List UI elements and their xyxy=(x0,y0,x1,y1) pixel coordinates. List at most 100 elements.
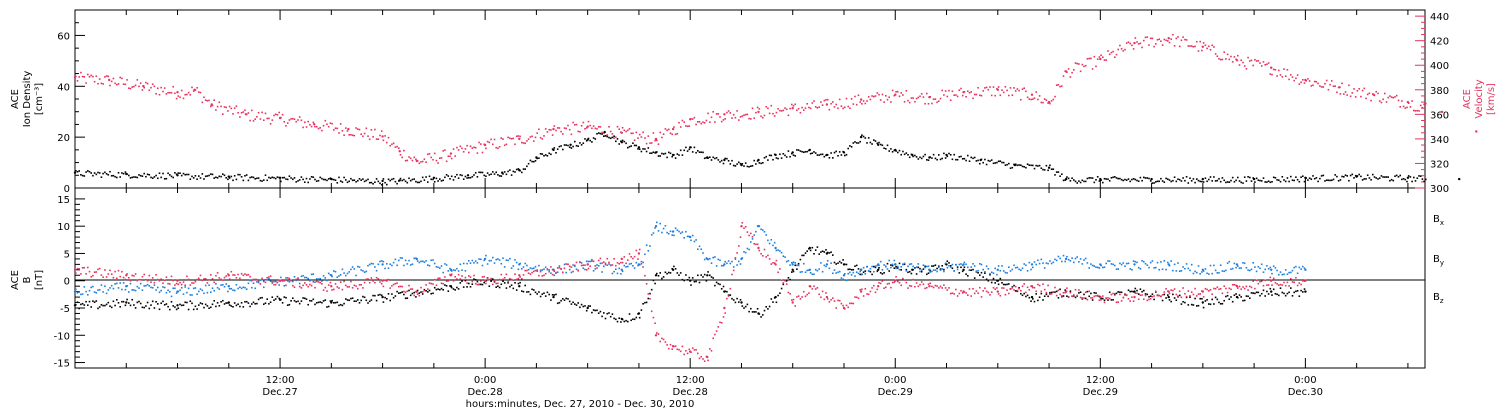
velocity-series-point xyxy=(621,126,624,129)
bx-series-point xyxy=(838,260,841,263)
velocity-series-point xyxy=(336,127,339,130)
velocity-series-point xyxy=(261,111,263,114)
legend-by-sub: y xyxy=(1440,259,1444,267)
density-series-point xyxy=(304,181,306,183)
by-series-point xyxy=(1228,260,1231,263)
bx-series-point xyxy=(428,289,431,292)
density-series-point xyxy=(527,162,530,165)
by-series-point xyxy=(512,265,515,267)
top-left-axis-title: ACE Ion Density [cm⁻³] xyxy=(10,71,45,128)
velocity-series-data-point xyxy=(142,84,145,88)
bz-series-point xyxy=(1291,281,1294,283)
bz-series-point xyxy=(112,276,115,279)
density-series-point xyxy=(840,154,843,156)
density-series-data-point xyxy=(757,158,760,162)
velocity-series-point xyxy=(1226,53,1229,56)
by-series-point xyxy=(211,287,214,289)
bottom-left-tick-label: -10 xyxy=(54,331,70,342)
bz-series-point xyxy=(150,281,152,283)
bx-series-point xyxy=(104,304,106,307)
velocity-series-point xyxy=(447,155,450,157)
bx-series-point xyxy=(256,302,258,305)
velocity-series-point xyxy=(678,121,680,124)
density-series-point xyxy=(1117,177,1119,180)
density-series-point xyxy=(1131,178,1133,181)
velocity-series-point xyxy=(558,127,561,129)
by-series-point xyxy=(192,287,195,290)
bx-series-point xyxy=(674,268,677,270)
bx-series-point xyxy=(1143,289,1145,292)
top-right-title-line-2: Velocity xyxy=(1474,79,1485,118)
density-series-point xyxy=(659,155,661,157)
bx-series-point xyxy=(1185,296,1188,299)
bz-series-point xyxy=(847,306,849,309)
density-series-data-point xyxy=(1252,177,1256,181)
by-series-point xyxy=(266,279,268,281)
by-series-point xyxy=(322,275,325,277)
bx-series-point xyxy=(825,249,827,251)
bz-series-point xyxy=(1009,288,1012,290)
density-series-point xyxy=(1052,168,1055,170)
bx-series-point xyxy=(444,284,446,286)
velocity-series-point xyxy=(220,105,222,108)
density-series-point xyxy=(635,144,638,147)
velocity-series-point xyxy=(582,121,585,124)
by-series-point xyxy=(657,230,660,232)
density-series-point xyxy=(720,159,723,162)
velocity-series-point xyxy=(134,84,137,87)
velocity-series-point xyxy=(780,110,783,112)
density-series-point xyxy=(630,145,632,147)
by-series-point xyxy=(949,266,952,268)
bz-series-point xyxy=(459,278,462,280)
density-series-point xyxy=(1361,179,1364,181)
bx-series-data-point xyxy=(911,268,914,271)
density-series-point xyxy=(1416,177,1419,179)
by-series-point xyxy=(403,264,405,267)
velocity-series-point xyxy=(527,138,530,140)
bz-series-point xyxy=(322,289,325,291)
bz-series-point xyxy=(367,278,369,280)
density-series-point xyxy=(492,171,494,173)
velocity-series-point xyxy=(1059,85,1061,88)
velocity-series-point xyxy=(476,152,479,154)
density-series-point xyxy=(1387,176,1389,178)
velocity-series-point xyxy=(574,124,576,126)
bz-series-point xyxy=(447,280,450,282)
density-series-point xyxy=(157,177,159,180)
density-series-point xyxy=(485,175,487,177)
density-series-data-point xyxy=(894,148,897,152)
velocity-series-point xyxy=(358,128,361,131)
velocity-series-point xyxy=(1392,96,1395,99)
by-series-point xyxy=(951,263,954,266)
bz-series-point xyxy=(1045,291,1048,294)
top-right-title-line-1: ACE xyxy=(1462,89,1473,109)
density-series-point xyxy=(804,151,807,153)
by-series-point xyxy=(618,267,620,270)
bx-series-point xyxy=(242,306,245,308)
velocity-series-point xyxy=(353,134,356,137)
velocity-series-point xyxy=(1192,46,1195,48)
bottom-panel-frame xyxy=(74,187,1426,369)
bz-series-point xyxy=(666,344,668,346)
bz-series-point xyxy=(409,288,412,290)
by-series-point xyxy=(582,267,585,269)
by-series-point xyxy=(1185,263,1188,265)
bz-series-point xyxy=(128,277,130,279)
bx-series-point xyxy=(116,299,118,301)
by-series-point xyxy=(509,257,511,260)
by-series-point xyxy=(652,232,655,234)
density-series-point xyxy=(162,172,164,175)
by-series-point xyxy=(1020,269,1022,271)
bz-series-point xyxy=(748,234,750,237)
velocity-series-point xyxy=(264,112,267,115)
density-series-data-point xyxy=(689,146,692,149)
bx-series-point xyxy=(351,297,354,299)
density-series-point xyxy=(997,160,1000,163)
bz-series-point xyxy=(926,286,928,289)
bz-series-point xyxy=(1066,287,1068,289)
by-series-point xyxy=(257,281,260,284)
bz-series-point xyxy=(649,298,651,300)
by-series-point xyxy=(883,264,885,266)
by-series-point xyxy=(469,262,472,264)
by-series-point xyxy=(145,284,147,287)
